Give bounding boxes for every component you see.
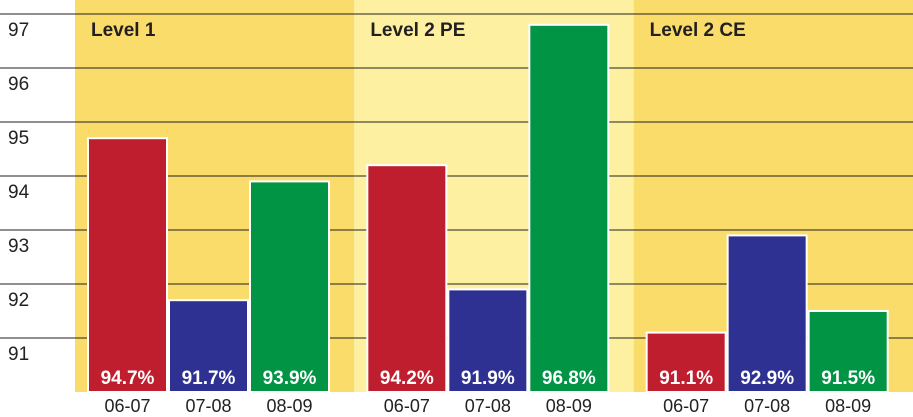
group-label: Level 2 CE (650, 20, 746, 41)
x-tick-label: 07-08 (185, 396, 231, 416)
x-tick-label: 06-07 (663, 396, 709, 416)
y-tick-label: 91 (8, 344, 29, 365)
value-label: 94.7% (101, 368, 155, 389)
x-tick-label: 07-08 (465, 396, 511, 416)
value-label: 94.2% (380, 368, 434, 389)
group-label: Level 1 (91, 20, 156, 41)
value-label: 91.9% (461, 368, 515, 389)
y-tick-label: 95 (8, 128, 29, 149)
value-label: 96.8% (542, 368, 596, 389)
x-tick-label: 06-07 (104, 396, 150, 416)
value-label: 91.5% (821, 368, 875, 389)
x-tick-label: 08-09 (546, 396, 592, 416)
y-tick-label: 92 (8, 290, 29, 311)
value-label: 93.9% (263, 368, 317, 389)
bar (87, 137, 168, 393)
group-label: Level 2 PE (370, 20, 465, 41)
bar (528, 23, 610, 394)
bar (645, 331, 727, 394)
x-tick-label: 08-09 (266, 396, 312, 416)
x-tick-label: 08-09 (825, 396, 871, 416)
bar (726, 234, 808, 393)
bar (249, 180, 330, 393)
y-tick-label: 96 (8, 74, 29, 95)
y-tick-label: 94 (8, 182, 30, 203)
value-label: 91.1% (659, 368, 713, 389)
bar (447, 288, 529, 393)
bar (366, 164, 448, 393)
bar (807, 310, 889, 393)
value-label: 91.7% (182, 368, 236, 389)
y-tick-label: 97 (8, 20, 29, 41)
x-tick-label: 06-07 (384, 396, 430, 416)
bar (168, 299, 249, 394)
y-tick-label: 93 (8, 236, 29, 257)
x-tick-label: 07-08 (744, 396, 790, 416)
value-label: 92.9% (740, 368, 794, 389)
